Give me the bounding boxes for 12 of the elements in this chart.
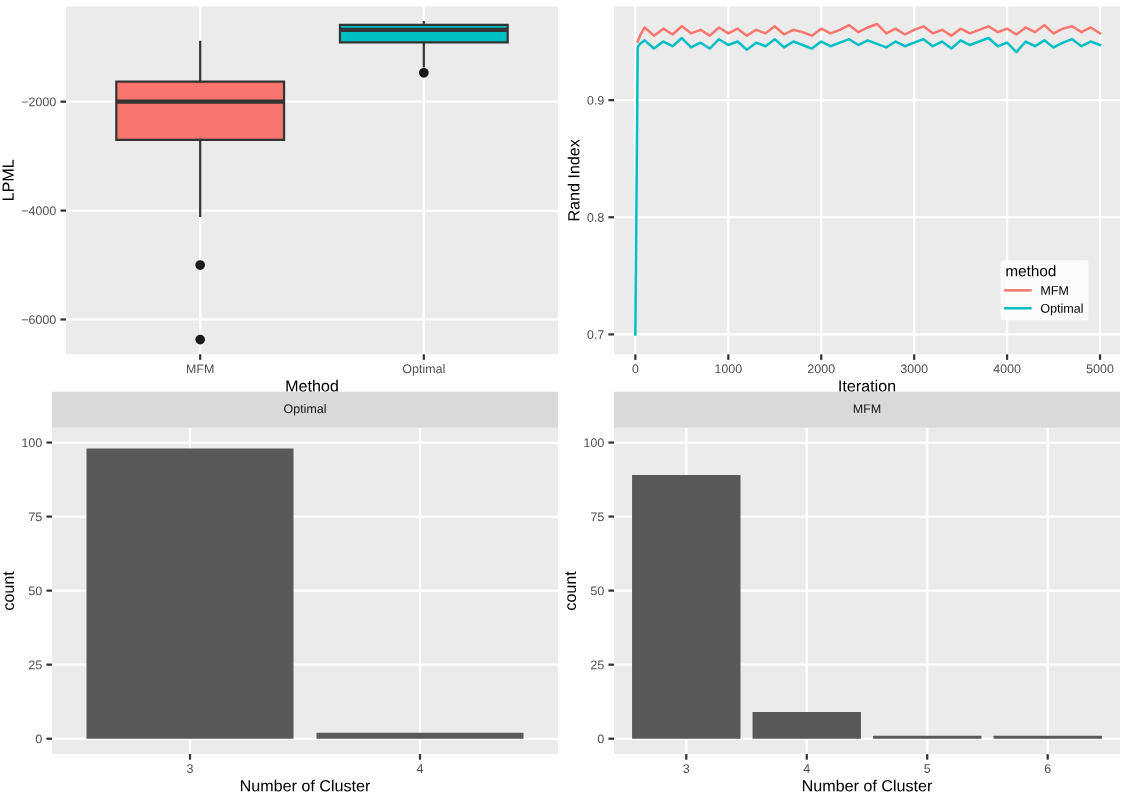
y-axis-title: Rand Index: [567, 139, 580, 221]
y-axis-title: count: [565, 571, 577, 610]
line-series: [636, 22, 1102, 43]
bar: [752, 712, 861, 739]
x-axis-title: Number of Cluster: [802, 779, 933, 792]
line-series: [634, 36, 1102, 336]
bar: [632, 475, 741, 739]
y-axis-title: count: [3, 571, 15, 610]
x-axis-title: Method: [286, 379, 338, 392]
x-axis-title: Number of Cluster: [240, 779, 371, 792]
x-axis-title: Iteration: [839, 379, 896, 392]
y-axis-title: LPML: [2, 159, 14, 201]
